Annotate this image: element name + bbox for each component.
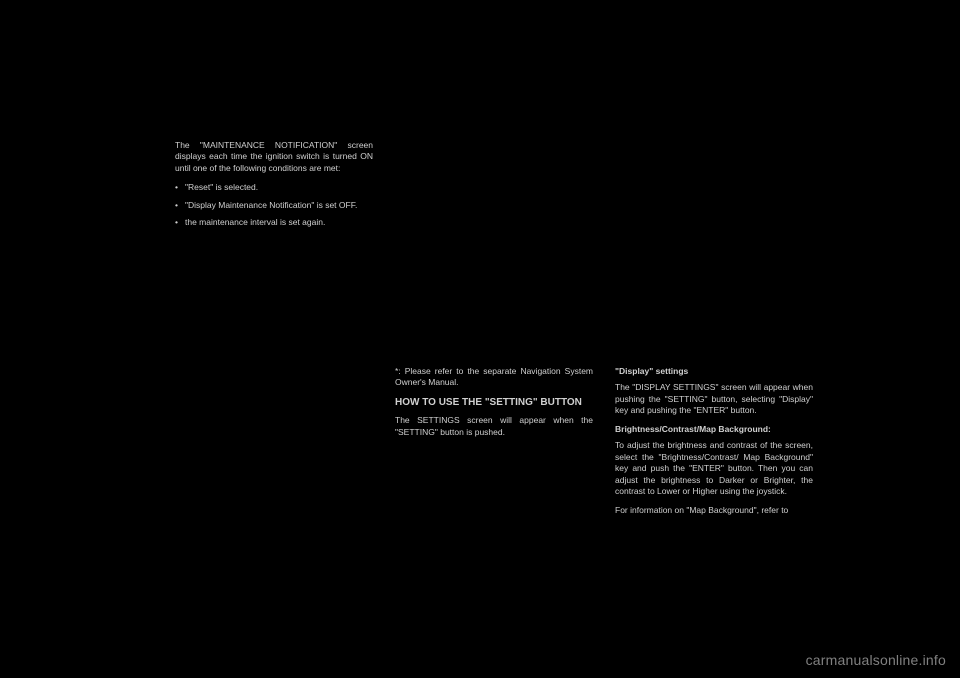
setting-heading: HOW TO USE THE "SETTING" BUTTON — [395, 397, 593, 410]
display-heading: "Display" settings — [615, 366, 813, 377]
display-para3: For information on "Map Background", ref… — [615, 505, 813, 516]
col3-content: "Display" settings The "DISPLAY SETTINGS… — [615, 366, 813, 523]
display-para1: The "DISPLAY SETTINGS" screen will appea… — [615, 382, 813, 416]
nav-note: *: Please refer to the separate Navigati… — [395, 366, 593, 389]
list-item: "Reset" is selected. — [185, 182, 373, 193]
list-item: "Display Maintenance Notification" is se… — [185, 200, 373, 211]
display-para2: To adjust the brightness and contrast of… — [615, 440, 813, 497]
manual-page: The "MAINTENANCE NOTIFICATION" screen di… — [175, 140, 815, 600]
maintenance-intro: The "MAINTENANCE NOTIFICATION" screen di… — [175, 140, 373, 174]
watermark: carmanualsonline.info — [806, 652, 946, 668]
column-1: The "MAINTENANCE NOTIFICATION" screen di… — [175, 140, 373, 600]
column-2: *: Please refer to the separate Navigati… — [395, 140, 593, 600]
col2-content: *: Please refer to the separate Navigati… — [395, 366, 593, 445]
column-3: "Display" settings The "DISPLAY SETTINGS… — [615, 140, 813, 600]
brightness-sub: Brightness/Contrast/Map Background: — [615, 424, 813, 435]
setting-para: The SETTINGS screen will appear when the… — [395, 415, 593, 438]
list-item: the maintenance interval is set again. — [185, 217, 373, 228]
bullet-list: "Reset" is selected. "Display Maintenanc… — [175, 182, 373, 234]
